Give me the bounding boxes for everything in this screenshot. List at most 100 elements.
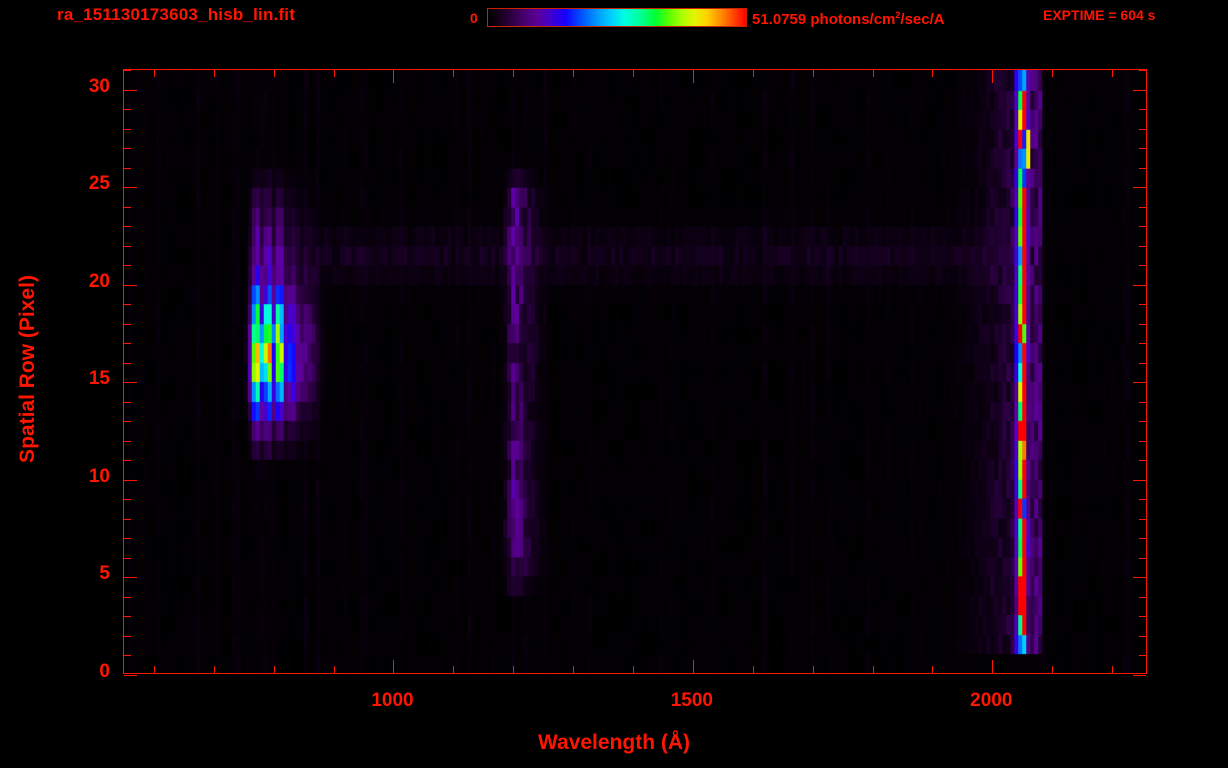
y-tick-30 xyxy=(124,89,137,91)
y-tick-right-26 xyxy=(1139,167,1146,169)
y-tick-right-24 xyxy=(1139,206,1146,208)
y-tick-right-2 xyxy=(1139,635,1146,637)
x-tick-top-1000 xyxy=(393,70,395,83)
y-tick-23 xyxy=(124,226,131,228)
y-tick-right-30 xyxy=(1133,89,1146,91)
y-tick-4 xyxy=(124,596,131,598)
y-tick-right-1 xyxy=(1139,655,1146,657)
y-tick-label-0: 0 xyxy=(99,661,110,682)
y-tick-right-4 xyxy=(1139,596,1146,598)
x-tick-top-2000 xyxy=(992,70,994,83)
y-tick-right-6 xyxy=(1139,557,1146,559)
colorbar-max-value: 51.0759 photons/cm xyxy=(752,11,896,28)
y-axis-title: Spatial Row (Pixel) xyxy=(16,275,39,463)
x-tick-top-1100 xyxy=(453,70,455,77)
file-title: ra_151130173603_hisb_lin.fit xyxy=(57,5,296,24)
y-tick-right-27 xyxy=(1139,148,1146,150)
y-tick-right-3 xyxy=(1139,616,1146,618)
y-tick-label-20: 20 xyxy=(88,270,110,292)
x-tick-1600 xyxy=(752,666,754,673)
x-tick-top-900 xyxy=(333,70,335,77)
x-tick-top-1800 xyxy=(872,70,874,77)
y-tick-25 xyxy=(124,187,137,189)
y-tick-5 xyxy=(124,577,137,579)
y-tick-right-10 xyxy=(1133,479,1146,481)
y-tick-0 xyxy=(124,675,137,676)
y-tick-right-11 xyxy=(1139,460,1146,462)
y-tick-label-25: 25 xyxy=(88,173,110,195)
y-tick-label-5: 5 xyxy=(99,563,110,585)
y-tick-1 xyxy=(124,655,131,657)
colorbar: 0 51.0759 photons/cm2/sec/A xyxy=(470,6,945,28)
y-tick-27 xyxy=(124,148,131,150)
x-tick-top-600 xyxy=(153,70,155,77)
plot-frame xyxy=(123,69,1147,676)
y-tick-22 xyxy=(124,245,131,247)
y-tick-26 xyxy=(124,167,131,169)
y-tick-right-29 xyxy=(1139,109,1146,111)
y-tick-right-19 xyxy=(1139,304,1146,306)
y-tick-13 xyxy=(124,421,131,423)
exptime-label: EXPTIME = 604 s xyxy=(1043,7,1156,23)
x-tick-1500 xyxy=(692,660,694,673)
y-tick-right-13 xyxy=(1139,421,1146,423)
y-tick-2 xyxy=(124,635,131,637)
y-tick-right-16 xyxy=(1139,362,1146,364)
colorbar-max-label: 51.0759 photons/cm2/sec/A xyxy=(752,10,945,28)
y-tick-29 xyxy=(124,109,131,111)
x-tick-1200 xyxy=(513,666,515,673)
y-tick-21 xyxy=(124,265,131,267)
x-axis-title: Wavelength (Å) xyxy=(537,731,691,754)
y-tick-right-5 xyxy=(1133,577,1146,579)
x-tick-label-1500: 1500 xyxy=(670,690,714,711)
x-tick-1700 xyxy=(812,666,814,673)
y-tick-24 xyxy=(124,206,131,208)
y-tick-right-20 xyxy=(1133,284,1146,286)
y-tick-label-30: 30 xyxy=(88,75,110,97)
x-tick-top-1200 xyxy=(513,70,515,77)
y-tick-right-8 xyxy=(1139,518,1146,520)
y-tick-8 xyxy=(124,518,131,520)
y-tick-right-22 xyxy=(1139,245,1146,247)
y-tick-20 xyxy=(124,284,137,286)
y-tick-11 xyxy=(124,460,131,462)
x-tick-600 xyxy=(153,666,155,673)
y-tick-31 xyxy=(124,70,131,71)
x-tick-top-1600 xyxy=(752,70,754,77)
x-tick-top-800 xyxy=(273,70,275,77)
y-tick-6 xyxy=(124,557,131,559)
y-tick-right-25 xyxy=(1133,187,1146,189)
x-tick-top-1900 xyxy=(932,70,934,77)
y-tick-right-18 xyxy=(1139,323,1146,325)
y-tick-12 xyxy=(124,440,131,442)
x-tick-900 xyxy=(333,666,335,673)
x-tick-2000 xyxy=(992,660,994,673)
y-tick-14 xyxy=(124,401,131,403)
y-tick-right-21 xyxy=(1139,265,1146,267)
y-tick-label-10: 10 xyxy=(88,465,110,487)
y-tick-7 xyxy=(124,538,131,540)
y-tick-right-12 xyxy=(1139,440,1146,442)
x-tick-top-2200 xyxy=(1112,70,1114,77)
y-tick-3 xyxy=(124,616,131,618)
y-tick-19 xyxy=(124,304,131,306)
y-tick-16 xyxy=(124,362,131,364)
x-tick-label-1000: 1000 xyxy=(371,690,414,711)
y-tick-right-28 xyxy=(1139,128,1146,130)
spectral-image-canvas xyxy=(124,70,1146,673)
y-tick-right-7 xyxy=(1139,538,1146,540)
x-tick-top-1400 xyxy=(633,70,634,77)
y-tick-15 xyxy=(124,382,137,384)
x-tick-top-1300 xyxy=(573,70,575,77)
x-tick-1800 xyxy=(872,666,874,673)
x-tick-800 xyxy=(273,666,275,673)
y-tick-label-15: 15 xyxy=(88,368,110,390)
y-tick-right-0 xyxy=(1133,675,1146,676)
y-tick-right-15 xyxy=(1133,382,1146,384)
y-tick-right-23 xyxy=(1139,226,1146,228)
y-tick-right-14 xyxy=(1139,401,1146,403)
x-tick-top-1700 xyxy=(812,70,814,77)
x-tick-1900 xyxy=(932,666,934,673)
x-tick-top-700 xyxy=(213,70,215,77)
x-tick-top-1500 xyxy=(692,70,694,83)
